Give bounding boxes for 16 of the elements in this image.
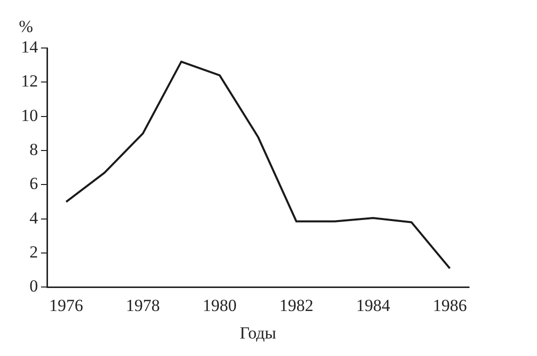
y-axis-title: % (18, 16, 34, 36)
x-tick-label: 1976 (49, 296, 84, 315)
y-tick-label: 12 (21, 72, 38, 91)
y-tick-label: 2 (30, 242, 38, 262)
x-tick-label: 1984 (356, 296, 391, 315)
x-tick-label: 1978 (126, 296, 160, 315)
y-tick-label: 10 (21, 106, 38, 125)
x-axis-title: Годы (240, 323, 277, 342)
x-tick-label: 1982 (279, 296, 314, 315)
y-tick-label: 14 (21, 37, 38, 56)
x-tick-label: 1986 (432, 296, 467, 315)
y-tick-label: 8 (30, 140, 38, 159)
x-tick-label: 1980 (202, 296, 237, 315)
y-tick-label: 6 (30, 174, 38, 194)
y-tick-label: 0 (30, 276, 38, 296)
y-tick-label: 4 (30, 208, 38, 228)
